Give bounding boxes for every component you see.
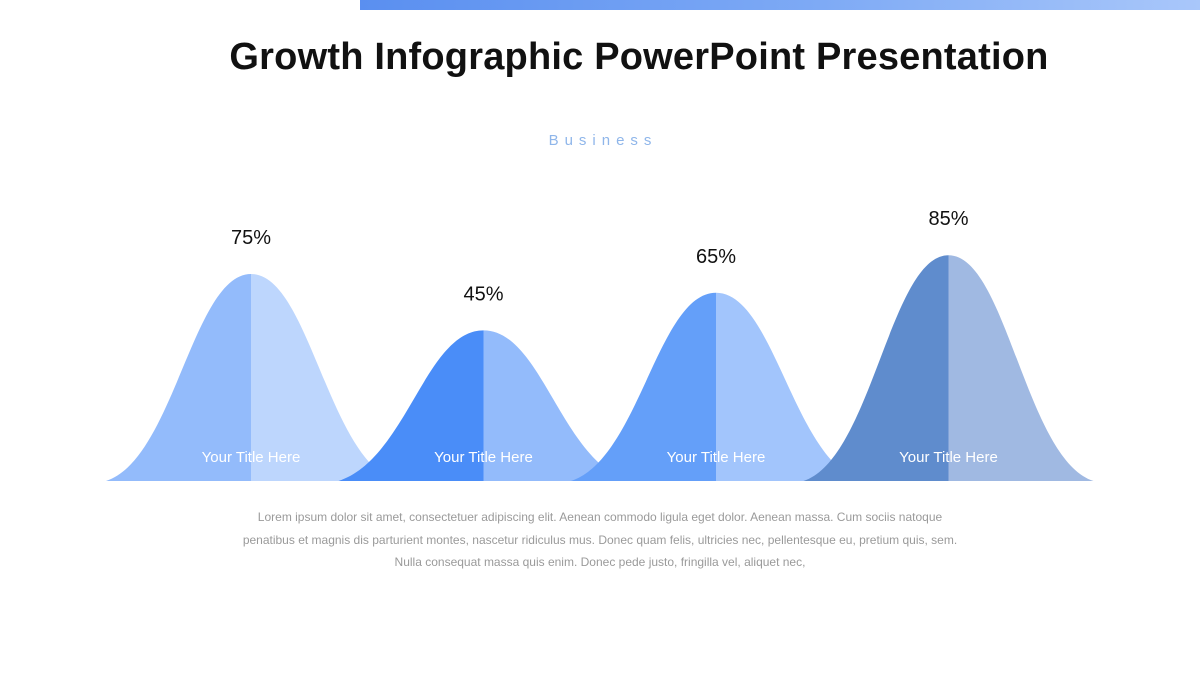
bell-3-right-half (716, 292, 861, 481)
description-line: penatibus et magnis dis parturient monte… (242, 532, 958, 547)
bell-1-title: Your Title Here (202, 449, 301, 466)
bell-2-right-half (483, 330, 629, 481)
bell-2-title: Your Title Here (434, 449, 533, 466)
description-line: Nulla consequat massa quis enim. Donec p… (394, 555, 806, 569)
description-line: Lorem ipsum dolor sit amet, consectetuer… (257, 510, 943, 524)
bell-4-title: Your Title Here (899, 449, 998, 466)
top-accent-bar (360, 0, 1200, 10)
bell-4: 85% Your Title Here (803, 208, 1094, 481)
bell-1-right-half (251, 274, 396, 481)
bell-2-left-half (338, 330, 484, 481)
bell-3-value-label: 65% (696, 246, 736, 268)
bell-3: 65% Your Title Here (571, 246, 861, 481)
bell-2-value-label: 45% (463, 283, 503, 305)
bell-4-value-label: 85% (928, 208, 968, 230)
page-title: Growth Infographic PowerPoint Presentati… (229, 36, 1049, 78)
page-subtitle: Business (548, 132, 658, 149)
bell-1-value-label: 75% (231, 227, 271, 249)
bell-4-right-half (948, 255, 1094, 481)
bell-2: 45% Your Title Here (338, 283, 629, 481)
bell-4-left-half (803, 255, 949, 481)
bell-3-title: Your Title Here (667, 449, 766, 466)
bell-3-left-half (571, 292, 716, 481)
bell-1: 75% Your Title Here (106, 227, 396, 481)
description-text: Lorem ipsum dolor sit amet, consectetuer… (220, 506, 980, 574)
bell-1-left-half (106, 274, 251, 481)
